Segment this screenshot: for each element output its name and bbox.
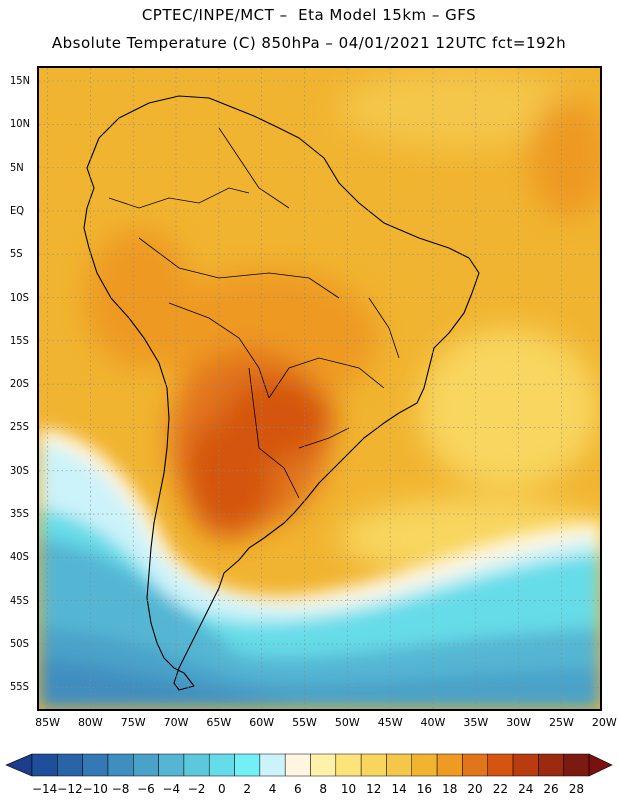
lon-tick-label: 60W [249, 716, 275, 729]
lon-tick-label: 40W [420, 716, 446, 729]
map-panel[interactable] [37, 66, 602, 711]
colorbar-bin [310, 753, 337, 777]
lat-tick-label: 10N [10, 117, 30, 131]
country-borders [108, 127, 400, 499]
colorbar-tick-label: −14 [31, 782, 58, 796]
colorbar-bin [234, 753, 261, 777]
lat-tick-label: 50S [10, 637, 29, 651]
lon-tick-label: 20W [591, 716, 617, 729]
colorbar-tick-label: 22 [492, 782, 509, 796]
colorbar-tick-label: −2 [187, 782, 206, 796]
lon-tick-label: 35W [463, 716, 489, 729]
lon-tick-label: 80W [77, 716, 103, 729]
lat-tick-label: 5S [10, 247, 23, 261]
graticule [39, 68, 600, 709]
coastline [83, 95, 480, 691]
colorbar-bin [284, 753, 311, 777]
colorbar-tick-label: −8 [111, 782, 130, 796]
field-cold-south [39, 428, 600, 709]
lon-tick-label: 85W [35, 716, 60, 729]
colorbar-bin [436, 753, 463, 777]
lat-tick-label: 10S [10, 290, 29, 304]
lat-tick-label: EQ [10, 203, 25, 217]
lat-tick-label: 5N [10, 160, 24, 174]
colorbar-tick-label: 12 [366, 782, 382, 796]
colorbar-tick-label: 2 [243, 782, 252, 796]
colorbar-bin [487, 753, 514, 777]
colorbar-tick-label: −4 [162, 782, 181, 796]
lon-tick-label: 75W [120, 716, 146, 729]
lat-tick-label: 25S [10, 420, 29, 434]
lat-tick-label: 15N [10, 73, 30, 87]
colorbar-tick-label: 6 [294, 782, 302, 796]
colorbar-bin [107, 753, 134, 777]
colorbar-tick-label: 28 [568, 782, 584, 796]
lon-tick-label: 50W [334, 716, 360, 729]
colorbar-bin [31, 753, 58, 777]
lon-tick-label: 70W [163, 716, 189, 729]
colorbar-tick-label: −6 [137, 782, 155, 796]
colorbar-bin [208, 753, 235, 777]
field-hot-core [84, 228, 379, 538]
colorbar-tick-label: 24 [518, 782, 534, 796]
colorbar-bin [512, 753, 539, 777]
colorbar-bin [411, 753, 438, 777]
lon-tick-label: 65W [206, 716, 232, 729]
colorbar-bin [538, 753, 564, 777]
colorbar-tick-label: 18 [442, 782, 458, 796]
colorbar-bin [386, 753, 413, 777]
lon-tick-label: 55W [292, 716, 317, 729]
lat-tick-label: 40S [10, 550, 29, 564]
lat-tick-label: 35S [10, 507, 29, 521]
colorbar-bin [82, 753, 109, 777]
colorbar-tick-label: 20 [467, 782, 483, 796]
title-line-2: Absolute Temperature (C) 850hPa – 04/01/… [51, 34, 567, 52]
colorbar-tick-label: 4 [268, 782, 277, 796]
lat-tick-label: 55S [10, 680, 29, 694]
colorbar-bin [133, 753, 159, 777]
lon-tick-label: 45W [377, 716, 403, 729]
colorbar-arrow-high [588, 753, 613, 777]
lat-tick-label: 20S [10, 377, 29, 391]
colorbar-bin [259, 753, 286, 777]
colorbar-arrow-low [5, 753, 33, 777]
colorbar-bin [57, 753, 83, 777]
colorbar-bin [183, 753, 210, 777]
colorbar-tick-label: 8 [319, 782, 327, 796]
colorbar-tick-label: 0 [218, 782, 226, 796]
title-line-1: CPTEC/INPE/MCT – Eta Model 15km – GFS [141, 6, 477, 24]
colorbar-tick-label: 16 [416, 782, 433, 796]
colorbar [5, 753, 613, 777]
temperature-map [39, 68, 600, 709]
colorbar-bin [563, 753, 590, 777]
colorbar-tick-label: 14 [391, 782, 407, 796]
colorbar-tick-label: −10 [82, 782, 108, 796]
lon-tick-label: 30W [506, 716, 532, 729]
lat-tick-label: 30S [10, 463, 29, 477]
colorbar-tick-label: −12 [57, 782, 83, 796]
colorbar-bin [360, 753, 387, 777]
colorbar-tick-label: 10 [340, 782, 357, 796]
colorbar-bin [158, 753, 185, 777]
lat-tick-label: 45S [10, 593, 29, 607]
colorbar-tick-label: 26 [543, 782, 559, 796]
colorbar-bin [335, 753, 362, 777]
lon-tick-label: 25W [549, 716, 574, 729]
colorbar-bin [462, 753, 488, 777]
lat-tick-label: 15S [10, 333, 29, 347]
